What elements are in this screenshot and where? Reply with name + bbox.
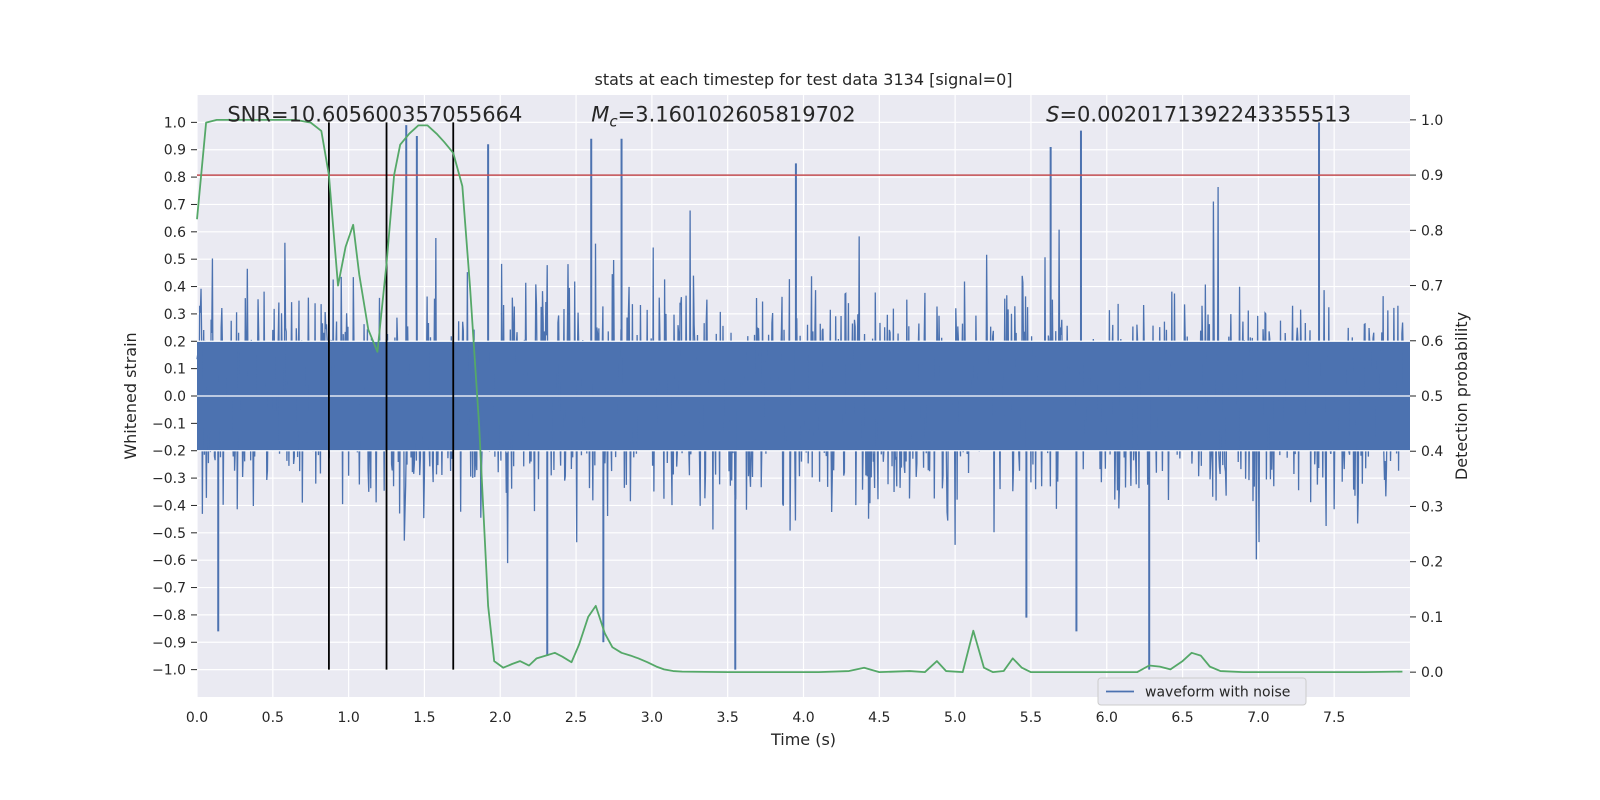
left-y-tick-label: −0.1 <box>152 416 186 432</box>
right-y-tick-label: 0.6 <box>1421 334 1443 350</box>
right-y-tick-label: 0.2 <box>1421 555 1443 571</box>
right-y-tick-label: 0.7 <box>1421 279 1443 295</box>
left-y-tick-label: −0.8 <box>152 608 186 624</box>
x-tick-label: 5.5 <box>1020 710 1042 726</box>
mc-label: M <box>591 102 609 126</box>
left-y-tick-label: 1.0 <box>164 115 186 131</box>
left-y-tick-label: −1.0 <box>152 663 186 679</box>
x-tick-label: 5.0 <box>944 710 966 726</box>
snr-label: SNR <box>227 102 271 126</box>
x-tick-label: 1.5 <box>413 710 435 726</box>
chart-title: stats at each timestep for test data 313… <box>594 70 1012 89</box>
left-y-tick-label: 0.5 <box>164 252 186 268</box>
right-y-tick-label: 1.0 <box>1421 113 1443 129</box>
left-y-tick-label: −0.7 <box>152 581 186 597</box>
left-y-tick-label: 0.3 <box>164 307 186 323</box>
left-y-axis-ticks: 1.0 0.9 0.8 0.7 0.6 0.5 0.4 0.3 0.2 0.1 0.0 −0.1 −0.… <box>152 115 197 679</box>
left-y-tick-label: 0.7 <box>164 197 186 213</box>
left-y-tick-label: 0.2 <box>164 334 186 350</box>
x-tick-label: 0.0 <box>186 710 208 726</box>
left-y-tick-label: −0.6 <box>152 553 186 569</box>
right-y-tick-label: 0.9 <box>1421 168 1443 184</box>
right-y-tick-label: 0.4 <box>1421 444 1443 460</box>
legend: waveform with noise <box>1097 677 1307 706</box>
x-tick-label: 2.0 <box>489 710 511 726</box>
s-equals: = <box>1059 102 1077 126</box>
x-tick-label: 7.0 <box>1247 710 1269 726</box>
legend-box <box>1097 677 1307 706</box>
left-y-axis-label: Whitened strain <box>121 332 140 459</box>
left-y-tick-label: −0.4 <box>152 498 186 514</box>
mc-annotation: Mc=3.160102605819702 <box>591 102 855 130</box>
left-y-tick-label: 0.4 <box>164 280 186 296</box>
legend-label-waveform: waveform with noise <box>1145 685 1290 701</box>
right-y-axis-ticks: 1.0 0.9 0.8 0.7 0.6 0.5 0.4 0.3 0.2 0.1 0.0 <box>1410 113 1443 681</box>
probability-layer <box>196 118 1403 674</box>
x-tick-label: 3.5 <box>717 710 739 726</box>
s-label: S <box>1046 102 1059 126</box>
x-tick-label: 6.5 <box>1171 710 1193 726</box>
snr-annotation: SNR=10.605600357055664 <box>227 102 522 126</box>
x-tick-label: 4.0 <box>792 710 814 726</box>
x-tick-label: 6.0 <box>1096 710 1118 726</box>
s-annotation: S=0.0020171392243355513 <box>1046 102 1351 126</box>
x-tick-label: 1.0 <box>337 710 359 726</box>
right-y-tick-label: 0.0 <box>1421 665 1443 681</box>
vertical-markers <box>328 122 455 670</box>
waveform-line <box>196 186 1405 564</box>
left-y-tick-label: 0.0 <box>164 389 186 405</box>
left-y-tick-label: 0.6 <box>164 225 186 241</box>
waveform-series <box>196 122 1410 670</box>
right-y-axis-label: Detection probability <box>1452 312 1471 480</box>
x-tick-label: 4.5 <box>868 710 890 726</box>
x-axis-ticks: 0.0 0.5 1.0 1.5 2.0 2.5 3.0 3.5 4.0 4.5 5.0 5.5 6.0 6… <box>186 710 1345 726</box>
x-axis-label: Time (s) <box>770 730 836 749</box>
left-y-tick-label: −0.2 <box>152 444 186 460</box>
right-y-tick-label: 0.1 <box>1421 610 1443 626</box>
mc-equals: = <box>618 102 636 126</box>
right-y-tick-label: 0.3 <box>1421 499 1443 515</box>
x-tick-label: 7.5 <box>1323 710 1345 726</box>
x-tick-label: 2.5 <box>565 710 587 726</box>
right-y-tick-label: 0.5 <box>1421 389 1443 405</box>
snr-value: 10.605600357055664 <box>289 102 523 126</box>
x-tick-label: 0.5 <box>262 710 284 726</box>
left-y-tick-label: −0.5 <box>152 526 186 542</box>
s-value: 0.0020171392243355513 <box>1077 102 1351 126</box>
left-y-tick-label: 0.8 <box>164 170 186 186</box>
left-y-tick-label: −0.3 <box>152 471 186 487</box>
left-y-tick-label: −0.9 <box>152 635 186 651</box>
snr-equals: = <box>271 102 289 126</box>
left-y-tick-label: 0.9 <box>164 143 186 159</box>
probability-line <box>196 118 1403 674</box>
right-y-tick-label: 0.8 <box>1421 223 1443 239</box>
mc-subscript: c <box>609 112 618 130</box>
x-tick-label: 3.0 <box>641 710 663 726</box>
mc-value: 3.160102605819702 <box>635 102 855 126</box>
left-y-tick-label: 0.1 <box>164 362 186 378</box>
